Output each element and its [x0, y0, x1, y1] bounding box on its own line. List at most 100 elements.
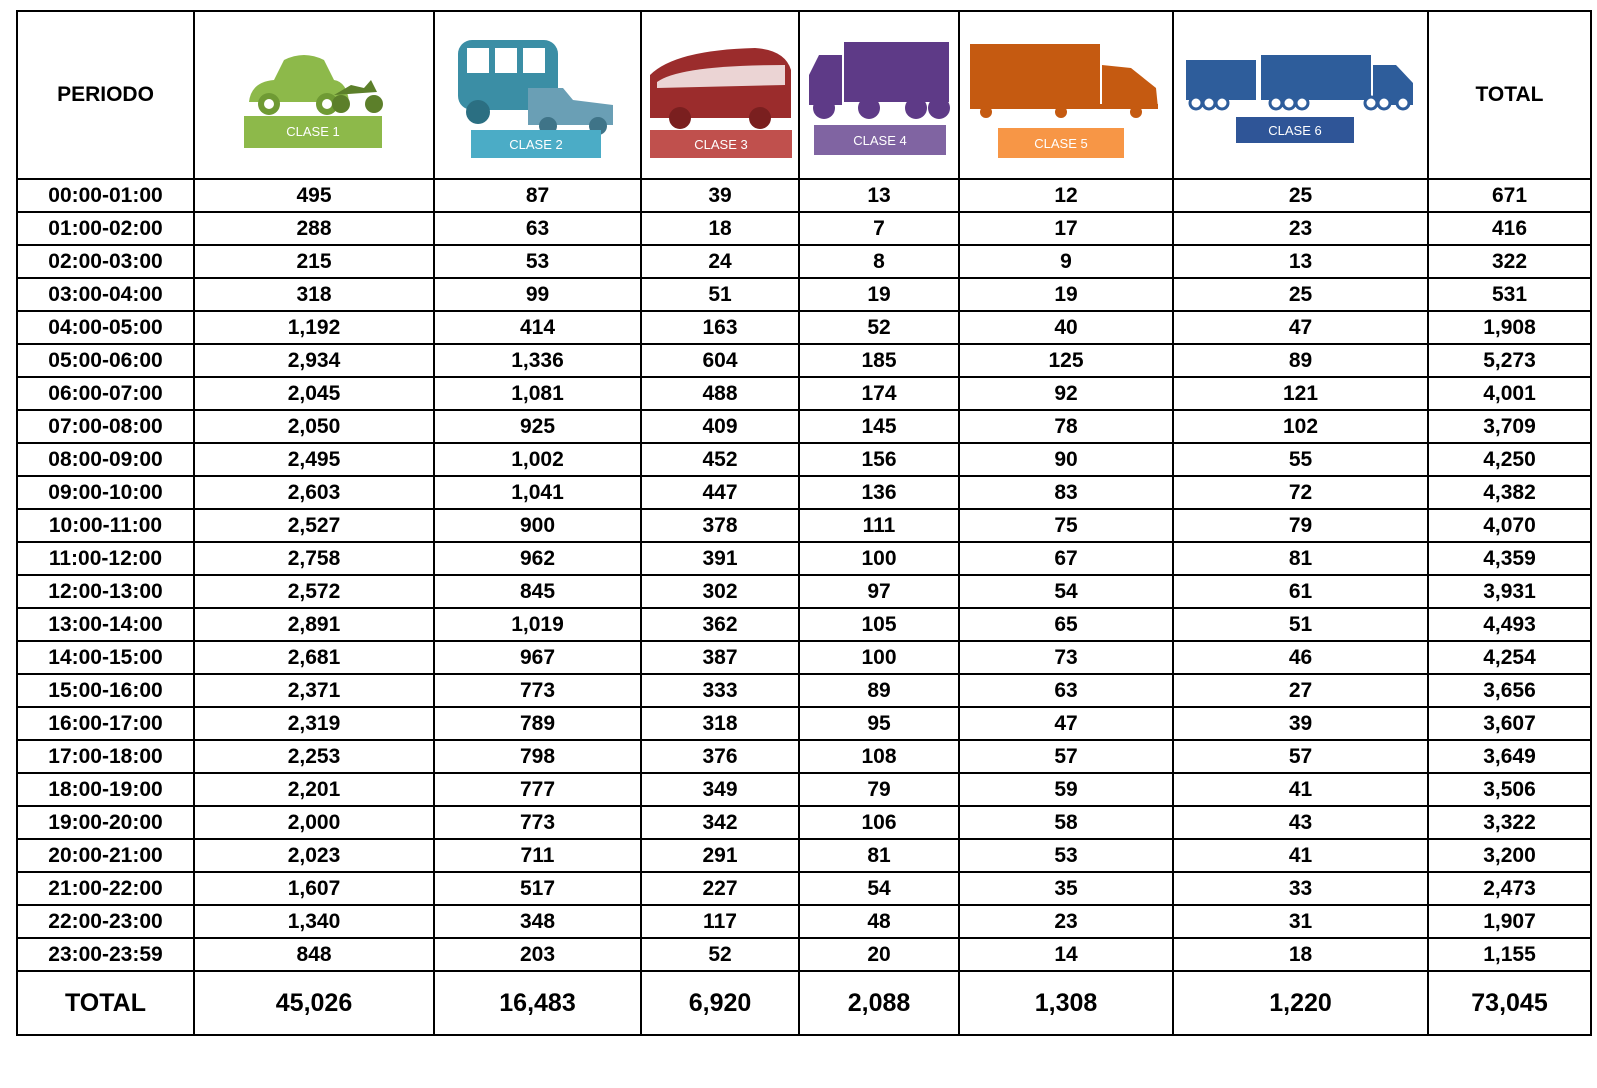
count-cell: 711 — [433, 838, 642, 873]
class-5-icon: CLASE 5 — [970, 44, 1158, 158]
data-row: 23:00-23:59 848 203 52 20 14 18 1,155 — [16, 937, 1592, 972]
class-label: CLASE 2 — [509, 137, 562, 152]
count-cell: 845 — [433, 574, 642, 609]
count-cell: 48 — [798, 904, 960, 939]
count-cell: 39 — [1172, 706, 1429, 741]
count-cell: 378 — [640, 508, 800, 543]
count-cell: 1,908 — [1427, 310, 1592, 345]
class-6-icon: CLASE 6 — [1185, 55, 1413, 143]
count-cell: 2,891 — [193, 607, 435, 642]
count-cell: 3,649 — [1427, 739, 1592, 774]
period-cell: 23:00-23:59 — [16, 937, 195, 972]
count-cell: 1,336 — [433, 343, 642, 378]
count-cell: 63 — [433, 211, 642, 246]
data-row: 21:00-22:00 1,607 517 227 54 35 33 2,473 — [16, 871, 1592, 906]
count-cell: 57 — [958, 739, 1174, 774]
period-cell: 11:00-12:00 — [16, 541, 195, 576]
count-cell: 2,681 — [193, 640, 435, 675]
count-cell: 900 — [433, 508, 642, 543]
count-cell: 174 — [798, 376, 960, 411]
count-cell: 79 — [1172, 508, 1429, 543]
class-label: CLASE 1 — [286, 124, 339, 139]
count-cell: 53 — [433, 244, 642, 279]
count-cell: 99 — [433, 277, 642, 312]
count-cell: 517 — [433, 871, 642, 906]
count-cell: 73 — [958, 640, 1174, 675]
count-cell: 40 — [958, 310, 1174, 345]
data-row: 07:00-08:00 2,050 925 409 145 78 102 3,709 — [16, 409, 1592, 444]
count-cell: 19 — [798, 277, 960, 312]
period-cell: 08:00-09:00 — [16, 442, 195, 477]
header-cell: PERIODO — [16, 10, 195, 180]
period-cell: 17:00-18:00 — [16, 739, 195, 774]
count-cell: 75 — [958, 508, 1174, 543]
count-cell: 78 — [958, 409, 1174, 444]
period-cell: 21:00-22:00 — [16, 871, 195, 906]
count-cell: 3,506 — [1427, 772, 1592, 807]
count-cell: 106 — [798, 805, 960, 840]
count-cell: 362 — [640, 607, 800, 642]
count-cell: 8 — [798, 244, 960, 279]
count-cell: 798 — [433, 739, 642, 774]
class-4-icon: CLASE 4 — [809, 42, 950, 155]
count-cell: 322 — [1427, 244, 1592, 279]
count-cell: 291 — [640, 838, 800, 873]
period-cell: 05:00-06:00 — [16, 343, 195, 378]
count-cell: 52 — [798, 310, 960, 345]
data-row: 11:00-12:00 2,758 962 391 100 67 81 4,359 — [16, 541, 1592, 576]
data-row: 22:00-23:00 1,340 348 117 48 23 31 1,907 — [16, 904, 1592, 939]
count-cell: 23 — [958, 904, 1174, 939]
count-cell: 100 — [798, 541, 960, 576]
count-cell: 1,907 — [1427, 904, 1592, 939]
data-row: 10:00-11:00 2,527 900 378 111 75 79 4,070 — [16, 508, 1592, 543]
count-cell: 55 — [1172, 442, 1429, 477]
count-cell: 391 — [640, 541, 800, 576]
count-cell: 59 — [958, 772, 1174, 807]
count-cell: 111 — [798, 508, 960, 543]
count-cell: 53 — [958, 838, 1174, 873]
count-cell: 452 — [640, 442, 800, 477]
data-row: 20:00-21:00 2,023 711 291 81 53 41 3,200 — [16, 838, 1592, 873]
header-row: PERIODO CLASE 1 CLASE 2 CLASE 3 CLASE 4 … — [16, 10, 1592, 180]
count-cell: 20 — [798, 937, 960, 972]
count-cell: 342 — [640, 805, 800, 840]
count-cell: 1,002 — [433, 442, 642, 477]
count-cell: 14 — [958, 937, 1174, 972]
count-cell: 2,371 — [193, 673, 435, 708]
traffic-table: PERIODO CLASE 1 CLASE 2 CLASE 3 CLASE 4 … — [16, 10, 1592, 1036]
count-cell: 3,200 — [1427, 838, 1592, 873]
class-1-icon: CLASE 1 — [244, 55, 383, 148]
count-cell: 61 — [1172, 574, 1429, 609]
count-cell: 90 — [958, 442, 1174, 477]
header-cell: CLASE 5 — [958, 10, 1174, 180]
count-cell: 604 — [640, 343, 800, 378]
count-cell: 12 — [958, 178, 1174, 213]
header-cell: CLASE 4 — [798, 10, 960, 180]
count-cell: 773 — [433, 805, 642, 840]
count-cell: 33 — [1172, 871, 1429, 906]
count-cell: 89 — [1172, 343, 1429, 378]
data-row: 18:00-19:00 2,201 777 349 79 59 41 3,506 — [16, 772, 1592, 807]
count-cell: 925 — [433, 409, 642, 444]
period-cell: 07:00-08:00 — [16, 409, 195, 444]
count-cell: 789 — [433, 706, 642, 741]
count-cell: 51 — [1172, 607, 1429, 642]
data-row: 05:00-06:00 2,934 1,336 604 185 125 89 5,273 — [16, 343, 1592, 378]
period-cell: 16:00-17:00 — [16, 706, 195, 741]
period-cell: 20:00-21:00 — [16, 838, 195, 873]
header-cell: CLASE 6 — [1172, 10, 1429, 180]
count-cell: 671 — [1427, 178, 1592, 213]
count-cell: 24 — [640, 244, 800, 279]
header-cell: CLASE 3 — [640, 10, 800, 180]
count-cell: 848 — [193, 937, 435, 972]
count-cell: 163 — [640, 310, 800, 345]
count-cell: 89 — [798, 673, 960, 708]
count-cell: 63 — [958, 673, 1174, 708]
count-cell: 409 — [640, 409, 800, 444]
count-cell: 3,322 — [1427, 805, 1592, 840]
count-cell: 4,359 — [1427, 541, 1592, 576]
count-cell: 2,023 — [193, 838, 435, 873]
class-label: CLASE 6 — [1268, 123, 1321, 138]
period-cell: TOTAL — [16, 970, 195, 1036]
count-cell: 3,709 — [1427, 409, 1592, 444]
